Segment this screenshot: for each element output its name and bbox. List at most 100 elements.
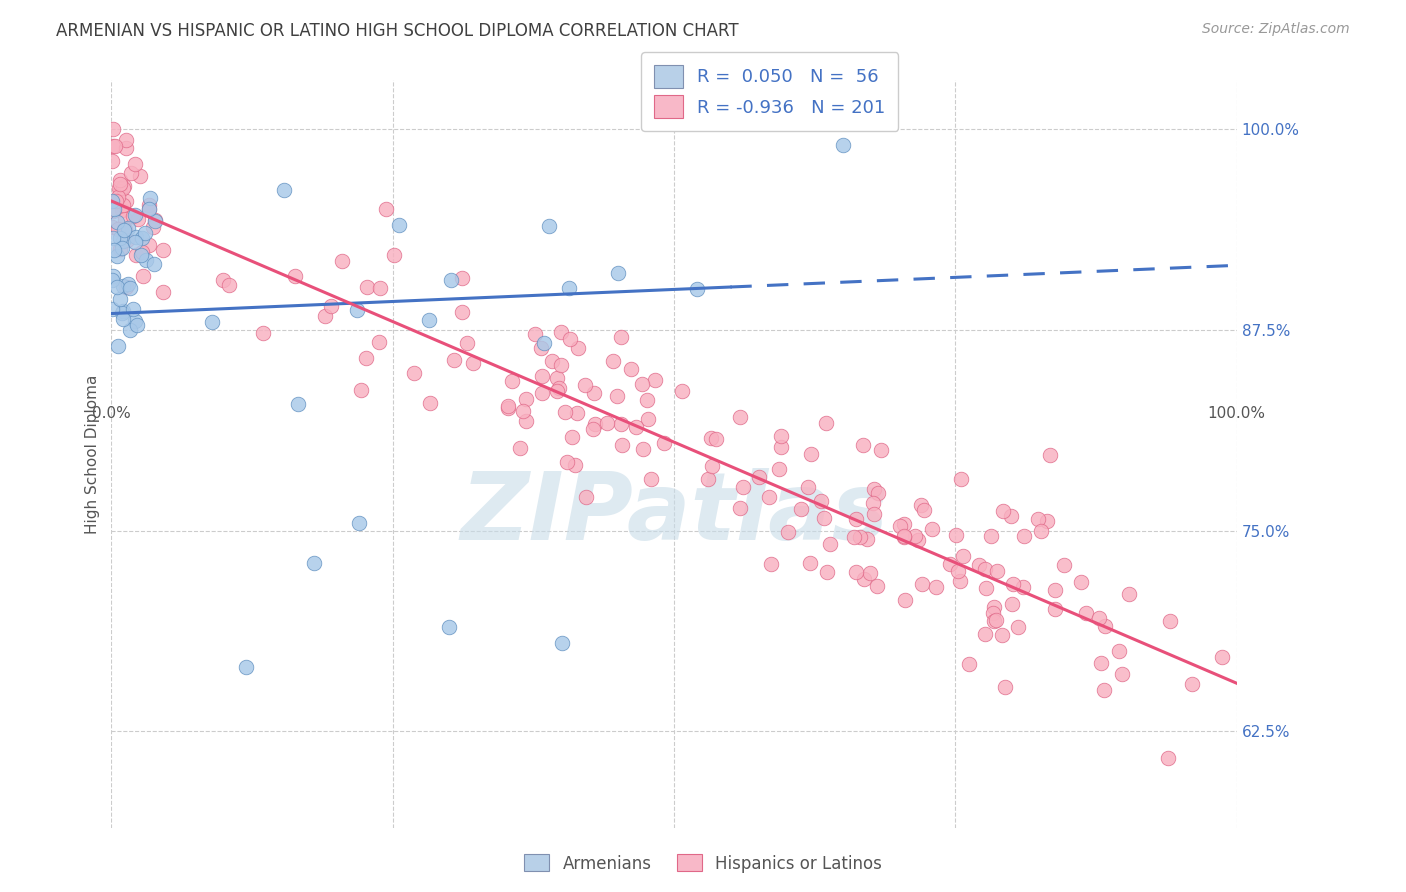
Point [696,472,718,486]
Point [1045,583,1067,598]
Point [800,447,823,461]
Point [108,231,131,245]
Point [813,511,835,525]
Point [973,626,995,640]
Point [124,157,146,171]
Point [904,529,927,543]
Point [419,396,441,410]
Point [1001,597,1024,611]
Point [815,565,838,579]
Point [218,277,240,292]
Point [974,562,997,576]
Point [103,139,125,153]
Point [893,529,915,543]
Point [112,179,135,194]
Point [952,549,974,563]
Point [501,374,523,388]
Point [124,235,146,249]
Point [855,533,877,547]
Point [1090,656,1112,670]
Point [768,462,790,476]
Point [122,209,145,223]
Point [671,384,693,399]
Point [112,312,135,326]
Point [115,194,138,208]
Point [114,211,136,226]
Point [550,636,572,650]
Point [101,121,124,136]
Point [111,198,134,212]
Point [1094,619,1116,633]
Point [103,202,125,216]
Point [496,399,519,413]
Point [112,234,135,248]
Point [866,579,889,593]
Point [114,222,136,236]
Point [652,436,675,450]
Point [108,184,131,198]
Point [201,315,224,329]
Point [976,582,998,596]
Point [685,282,707,296]
Point [981,607,1004,621]
Point [1012,580,1035,594]
Point [451,271,474,285]
Point [138,202,160,216]
Point [991,504,1014,518]
Point [1088,611,1111,625]
Point [347,516,370,530]
Point [143,213,166,227]
Point [640,472,662,486]
Point [610,438,633,452]
Point [509,441,531,455]
Point [555,455,578,469]
Point [515,392,537,406]
Point [547,381,569,395]
Point [118,281,141,295]
Point [302,556,325,570]
Point [606,266,628,280]
Point [135,253,157,268]
Point [111,241,134,255]
Point [583,417,606,431]
Point [368,281,391,295]
Point [125,248,148,262]
Point [994,681,1017,695]
Point [921,522,943,536]
Point [114,133,136,147]
Point [1039,448,1062,462]
Point [456,336,478,351]
Point [512,403,534,417]
Point [949,472,972,486]
Text: 0.0%: 0.0% [91,406,131,421]
Legend: Armenians, Hispanics or Latinos: Armenians, Hispanics or Latinos [517,847,889,880]
Point [610,330,633,344]
Point [733,480,755,494]
Point [1076,606,1098,620]
Point [759,557,782,571]
Point [107,181,129,195]
Point [859,566,882,581]
Point [849,530,872,544]
Point [356,280,378,294]
Point [138,237,160,252]
Point [818,536,841,550]
Text: ARMENIAN VS HISPANIC OR LATINO HIGH SCHOOL DIPLOMA CORRELATION CHART: ARMENIAN VS HISPANIC OR LATINO HIGH SCHO… [56,22,740,40]
Point [810,494,832,508]
Point [530,386,553,401]
Point [110,305,132,319]
Point [1043,601,1066,615]
Point [790,502,813,516]
Point [554,405,576,419]
Point [1012,529,1035,543]
Point [893,531,915,545]
Point [152,243,174,257]
Point [704,432,727,446]
Point [1070,574,1092,589]
Point [101,154,124,169]
Point [350,383,373,397]
Point [852,572,875,586]
Point [314,309,336,323]
Point [983,600,1005,615]
Point [550,358,572,372]
